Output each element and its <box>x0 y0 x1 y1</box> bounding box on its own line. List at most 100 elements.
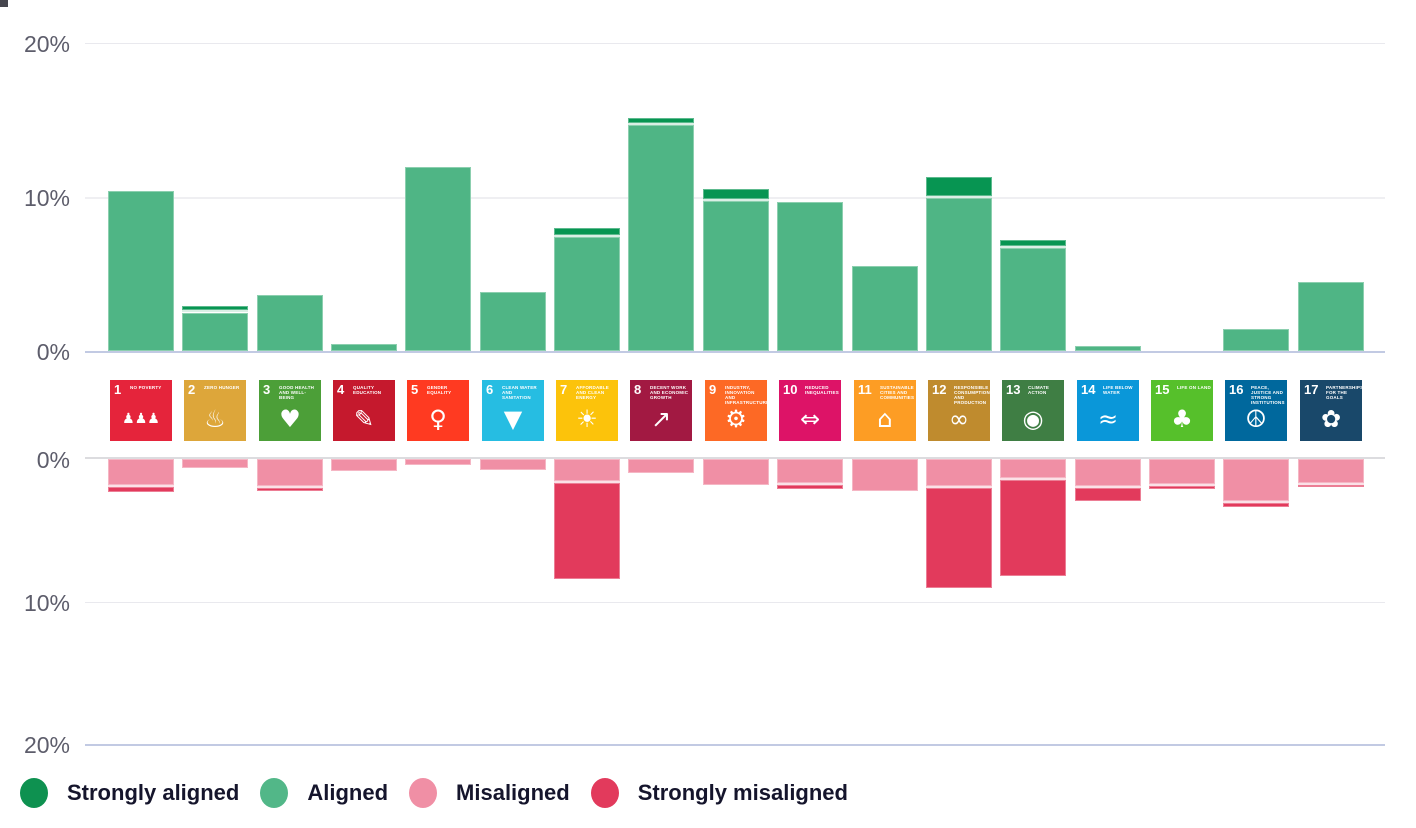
legend-item-strongly-aligned[interactable]: Strongly aligned <box>20 778 239 808</box>
legend-item-aligned[interactable]: Aligned <box>260 778 388 808</box>
bar-sdg11-misaligned[interactable] <box>852 459 918 492</box>
legend-label: Aligned <box>307 780 389 805</box>
bar-sdg14-strongly-misaligned[interactable] <box>1075 485 1141 502</box>
bar-sdg17-aligned[interactable] <box>1298 281 1364 351</box>
sdg-number: 17 <box>1304 382 1319 397</box>
gridline-top-20 <box>85 43 1385 44</box>
aligned-swatch-icon <box>260 778 289 808</box>
sdg-9-pictogram-icon: ⚙ <box>725 405 747 433</box>
bar-sdg16-misaligned[interactable] <box>1223 459 1289 502</box>
sdg-10-pictogram-icon: ⇔ <box>799 405 821 433</box>
bar-sdg1-strongly-misaligned[interactable] <box>108 484 174 493</box>
strongly-aligned-swatch-icon <box>20 778 48 808</box>
tick-top-0: 0% <box>36 339 70 365</box>
legend-label: Strongly misaligned <box>637 780 848 805</box>
sdg-13-icon: 13 Climate Action ◉ <box>1002 380 1064 441</box>
corner-artifact <box>0 0 8 7</box>
bar-sdg8-misaligned[interactable] <box>628 459 694 473</box>
bar-sdg10-aligned[interactable] <box>777 201 843 351</box>
bar-sdg13-strongly-misaligned[interactable] <box>1000 477 1066 577</box>
sdg-3-pictogram-icon: ♥ <box>279 405 301 433</box>
sdg-title: Partnerships for the Goals <box>1326 385 1362 400</box>
sdg-12-pictogram-icon: ∞ <box>949 405 969 433</box>
bar-sdg12-strongly-aligned[interactable] <box>926 176 992 198</box>
bar-sdg10-misaligned[interactable] <box>777 459 843 483</box>
bar-sdg15-strongly-misaligned[interactable] <box>1149 484 1215 489</box>
bar-sdg10-strongly-misaligned[interactable] <box>777 482 843 489</box>
bar-sdg3-strongly-misaligned[interactable] <box>257 486 323 492</box>
bar-sdg17-misaligned[interactable] <box>1298 459 1364 484</box>
bar-sdg11-aligned[interactable] <box>852 266 918 351</box>
bar-sdg17-strongly-misaligned[interactable] <box>1298 483 1364 488</box>
bar-sdg12-aligned[interactable] <box>926 197 992 351</box>
bar-sdg9-misaligned[interactable] <box>703 459 769 485</box>
axis-line-bottom-zero <box>85 457 1385 459</box>
tick-bottom-0: 0% <box>36 447 70 473</box>
legend: Strongly aligned Aligned Misaligned Stro… <box>20 774 848 812</box>
sdg-8-pictogram-icon: ↗ <box>650 405 672 433</box>
bar-sdg1-aligned[interactable] <box>108 190 174 351</box>
bar-sdg2-aligned[interactable] <box>182 312 248 351</box>
bar-sdg4-misaligned[interactable] <box>331 459 397 472</box>
sdg-11-icon: 11 Sustainable Cities and Communities ⌂ <box>854 380 916 441</box>
bar-sdg6-aligned[interactable] <box>480 292 546 351</box>
sdg-title: Responsible Consumption and Production <box>954 385 990 405</box>
bar-sdg3-misaligned[interactable] <box>257 459 323 487</box>
bar-sdg12-misaligned[interactable] <box>926 459 992 487</box>
bar-sdg7-misaligned[interactable] <box>554 459 620 482</box>
bar-sdg12-strongly-misaligned[interactable] <box>926 486 992 588</box>
bar-sdg16-strongly-misaligned[interactable] <box>1223 501 1289 507</box>
sdg-7-icon: 7 Affordable and Clean Energy ☀ <box>556 380 618 441</box>
bar-sdg16-aligned[interactable] <box>1223 328 1289 351</box>
sdg-number: 4 <box>337 382 345 397</box>
sdg-number: 6 <box>486 382 494 397</box>
sdg-number: 1 <box>114 382 122 397</box>
bar-sdg13-strongly-aligned[interactable] <box>1000 240 1066 248</box>
bar-sdg7-aligned[interactable] <box>554 237 620 351</box>
bar-sdg9-strongly-aligned[interactable] <box>703 188 769 201</box>
bar-sdg5-misaligned[interactable] <box>405 459 471 465</box>
sdg-number: 12 <box>932 382 947 397</box>
sdg-number: 13 <box>1006 382 1021 397</box>
sdg-number: 7 <box>560 382 568 397</box>
bar-sdg13-aligned[interactable] <box>1000 247 1066 351</box>
bar-sdg4-aligned[interactable] <box>331 344 397 351</box>
axis-line-top-zero <box>85 351 1385 353</box>
sdg-14-icon: 14 Life Below Water ≈ <box>1077 380 1139 441</box>
bar-sdg15-misaligned[interactable] <box>1149 459 1215 485</box>
sdg-number: 10 <box>783 382 798 397</box>
bar-sdg2-misaligned[interactable] <box>182 459 248 469</box>
bar-sdg6-misaligned[interactable] <box>480 459 546 470</box>
bar-sdg7-strongly-misaligned[interactable] <box>554 481 620 579</box>
bar-sdg13-misaligned[interactable] <box>1000 459 1066 478</box>
sdg-4-icon: 4 Quality Education ✎ <box>333 380 395 441</box>
tick-bottom-10: 10% <box>23 590 70 616</box>
sdg-4-pictogram-icon: ✎ <box>353 405 375 433</box>
bar-sdg2-strongly-aligned[interactable] <box>182 305 248 313</box>
gridline-bottom-10 <box>85 602 1385 603</box>
bar-sdg8-strongly-aligned[interactable] <box>628 118 694 125</box>
legend-item-strongly-misaligned[interactable]: Strongly misaligned <box>590 778 848 808</box>
bar-sdg5-aligned[interactable] <box>405 166 471 351</box>
sdg-16-pictogram-icon: ☮ <box>1245 405 1267 433</box>
sdg-8-icon: 8 Decent Work and Economic Growth ↗ <box>630 380 692 441</box>
bar-sdg1-misaligned[interactable] <box>108 459 174 485</box>
bar-sdg14-misaligned[interactable] <box>1075 459 1141 486</box>
bar-sdg8-aligned[interactable] <box>628 124 694 351</box>
legend-label: Strongly aligned <box>67 780 240 805</box>
sdg-6-icon: 6 Clean Water and Sanitation ▼ <box>482 380 544 441</box>
sdg-title: Quality Education <box>353 385 382 395</box>
bar-sdg3-aligned[interactable] <box>257 294 323 351</box>
bar-sdg9-aligned[interactable] <box>703 200 769 351</box>
gridline-bottom-20 <box>85 744 1385 746</box>
bar-sdg14-aligned[interactable] <box>1075 346 1141 351</box>
sdg-number: 3 <box>263 382 271 397</box>
sdg-title: Peace, Justice and Strong Institutions <box>1251 385 1285 405</box>
sdg-15-icon: 15 Life on Land ♣ <box>1151 380 1213 441</box>
legend-item-misaligned[interactable]: Misaligned <box>409 778 570 808</box>
sdg-17-icon: 17 Partnerships for the Goals ✿ <box>1300 380 1362 441</box>
sdg-17-pictogram-icon: ✿ <box>1320 405 1342 433</box>
sdg-title: Life Below Water <box>1103 385 1133 395</box>
sdg-10-icon: 10 Reduced Inequalities ⇔ <box>779 380 841 441</box>
bar-sdg7-strongly-aligned[interactable] <box>554 227 620 238</box>
